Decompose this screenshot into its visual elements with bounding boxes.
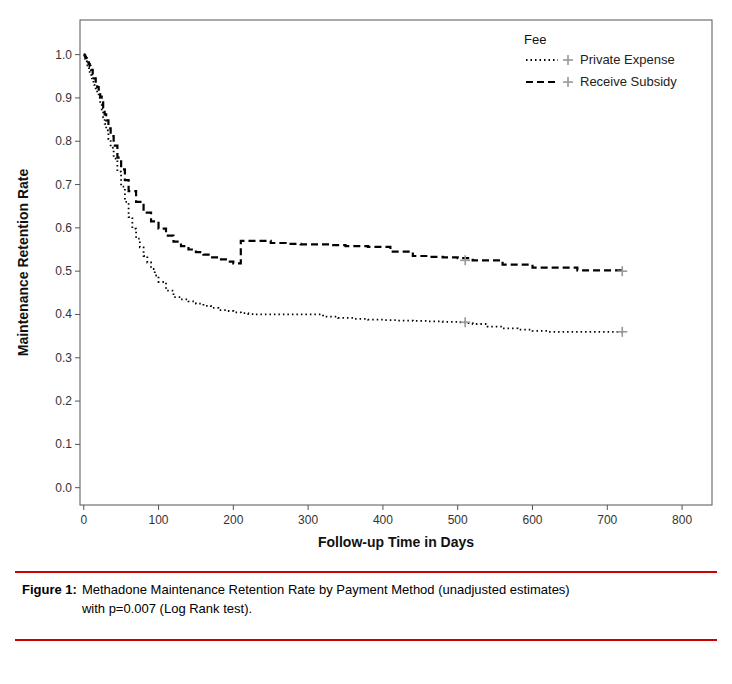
plus-v <box>567 77 569 87</box>
y-tick <box>75 401 80 402</box>
x-tick-label: 500 <box>448 513 468 527</box>
y-tick <box>75 184 80 185</box>
y-tick-label: 0.0 <box>55 481 72 495</box>
y-tick-label: 0.8 <box>55 134 72 148</box>
y-tick <box>75 271 80 272</box>
data <box>84 55 628 337</box>
censor-mark <box>460 255 470 265</box>
censor-mark <box>617 266 627 276</box>
km-curve <box>84 55 623 272</box>
y-tick <box>75 314 80 315</box>
y-tick <box>75 54 80 55</box>
plus-v <box>621 266 623 276</box>
x-tick <box>532 505 533 510</box>
y-tick <box>75 141 80 142</box>
x-tick-label: 400 <box>373 513 393 527</box>
y-tick-label: 1.0 <box>55 48 72 62</box>
legend-label: Private Expense <box>580 52 675 67</box>
caption-label: Figure 1: <box>22 582 77 597</box>
x-tick <box>382 505 383 510</box>
y-tick <box>75 227 80 228</box>
x-tick-label: 300 <box>298 513 318 527</box>
x-tick <box>457 505 458 510</box>
y-axis: 0.0 0.1 0.2 0.3 0.4 0.5 0.6 0.7 0.8 0.9 1.0 <box>55 48 80 495</box>
caption-rule <box>15 571 717 573</box>
caption: Methadone Maintenance Retention Rate by … <box>82 582 570 597</box>
x-tick-label: 700 <box>597 513 617 527</box>
legend-censor-mark <box>563 55 573 65</box>
y-tick-label: 0.3 <box>55 351 72 365</box>
legend-swatch <box>526 59 558 61</box>
legend-title: Fee <box>524 32 546 47</box>
y-tick-label: 0.2 <box>55 394 72 408</box>
x-tick <box>233 505 234 510</box>
y-tick-label: 0.4 <box>55 307 72 321</box>
y-tick-label: 0.9 <box>55 91 72 105</box>
chart: 0 100 200 300 400 500 600 700 800 0.0 0.1 0.2 0.3 0.4… <box>0 0 732 684</box>
x-tick-label: 800 <box>672 513 692 527</box>
caption: with p=0.007 (Log Rank test). <box>81 601 252 616</box>
x-axis: 0 100 200 300 400 500 600 700 800 <box>80 505 692 527</box>
legend: Fee Private Expense Receive Subsidy <box>524 32 677 89</box>
x-tick <box>682 505 683 510</box>
legend-swatch <box>526 81 558 83</box>
y-tick <box>75 97 80 98</box>
censor-mark <box>460 317 470 327</box>
y-tick-label: 0.5 <box>55 264 72 278</box>
x-tick <box>308 505 309 510</box>
plus-v <box>464 317 466 327</box>
y-axis-label: Maintenance Retention Rate <box>15 169 31 357</box>
y-tick <box>75 487 80 488</box>
x-axis-label: Follow-up Time in Days <box>318 534 474 550</box>
legend-censor-mark <box>563 77 573 87</box>
y-tick-label: 0.6 <box>55 221 72 235</box>
km-curve <box>84 55 623 332</box>
censor-mark <box>617 327 627 337</box>
caption-rule <box>15 639 717 641</box>
plus-v <box>621 327 623 337</box>
plot-frame <box>80 20 712 505</box>
y-tick-label: 0.7 <box>55 178 72 192</box>
plus-v <box>567 55 569 65</box>
x-tick-label: 200 <box>223 513 243 527</box>
y-tick <box>75 444 80 445</box>
y-tick-label: 0.1 <box>55 437 72 451</box>
x-tick-label: 600 <box>522 513 542 527</box>
x-tick <box>158 505 159 510</box>
x-tick <box>607 505 608 510</box>
y-tick <box>75 357 80 358</box>
x-tick <box>83 505 84 510</box>
plus-v <box>464 255 466 265</box>
x-tick-label: 100 <box>149 513 169 527</box>
legend-label: Receive Subsidy <box>580 74 677 89</box>
x-tick-label: 0 <box>80 513 87 527</box>
